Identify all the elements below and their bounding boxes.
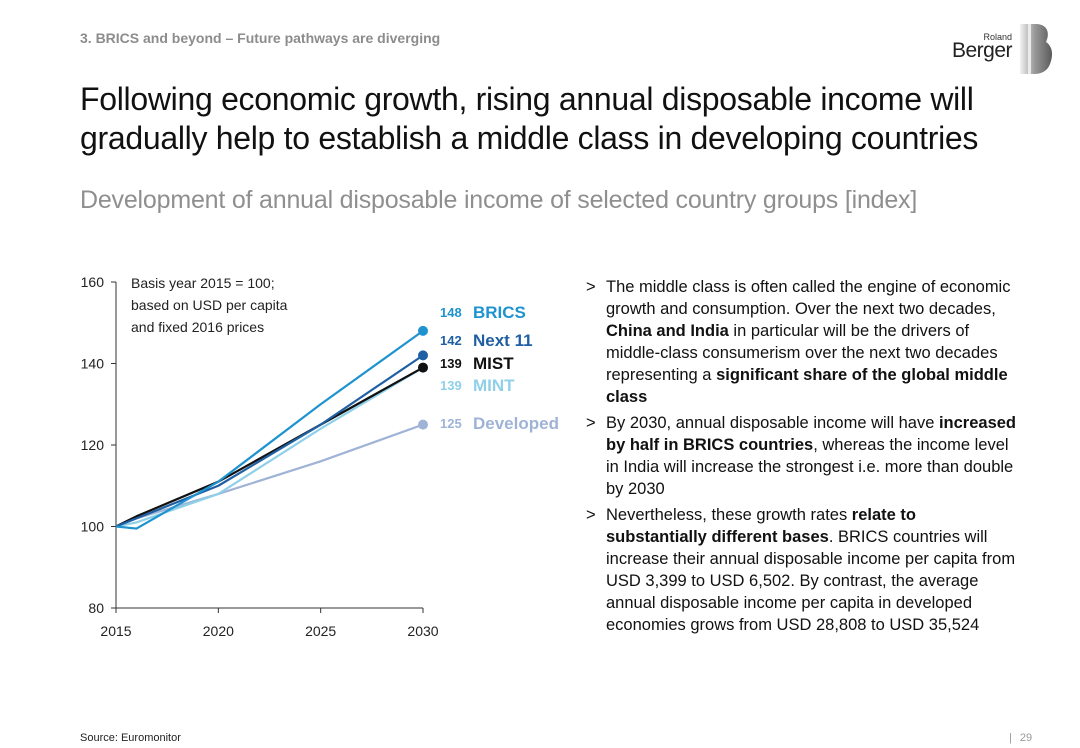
- bullet-marker: >: [586, 278, 596, 296]
- headline: Following economic growth, rising annual…: [80, 81, 979, 156]
- y-tick-label: 80: [88, 600, 104, 616]
- series-line-brics: [115, 330, 424, 530]
- page-number: 29: [1019, 732, 1033, 744]
- bullet-text-run: in particular will be the drivers of mid…: [606, 322, 998, 384]
- chart-note-line: Basis year 2015 = 100;: [131, 275, 275, 291]
- x-tick-label: 2015: [100, 623, 131, 639]
- logo-text-berger: Berger: [951, 39, 1013, 62]
- legend-label-mist: MIST: [473, 354, 514, 373]
- bullet-emphasis: relate to substantially different bases: [606, 506, 916, 546]
- bullet-text-run: Nevertheless, these growth rates: [606, 506, 852, 524]
- legend-label-mint: MINT: [473, 376, 515, 395]
- bullet-text: By 2030, annual disposable income will h…: [606, 414, 1016, 498]
- bullet-text-run: The middle class is often called the eng…: [606, 278, 1011, 318]
- logo-b-icon: [1020, 24, 1053, 74]
- series-end-dot-developed: [418, 419, 428, 430]
- page-number-area: | 29: [1009, 732, 1032, 744]
- page-divider: |: [1009, 732, 1012, 744]
- y-tick-label: 120: [81, 437, 105, 453]
- series-line-next-11: [115, 354, 424, 528]
- bullet-marker: >: [586, 506, 596, 524]
- source-note: Source: Euromonitor: [80, 732, 181, 744]
- bullet-emphasis: China and India: [606, 322, 729, 340]
- bullet-item: > Nevertheless, these growth rates relate…: [586, 504, 1016, 636]
- bullet-marker: >: [586, 414, 596, 432]
- series-line-mint: [115, 366, 424, 528]
- data-label-brics: 148: [440, 305, 462, 320]
- legend-label-brics: BRICS: [473, 303, 526, 322]
- bullet-text: Nevertheless, these growth rates relate …: [606, 506, 1015, 634]
- data-label-next-11: 142: [440, 333, 462, 348]
- bullet-emphasis: significant share of the global middle c…: [606, 366, 1008, 406]
- bullet-list: > The middle class is often called the en…: [586, 276, 1016, 640]
- series-line-mist: [115, 366, 424, 528]
- data-label-mint: 139: [440, 378, 462, 393]
- x-tick-label: 2020: [203, 623, 234, 639]
- series-end-dot-brics: [418, 325, 428, 336]
- data-label-developed: 125: [440, 416, 462, 431]
- y-tick-label: 140: [81, 356, 105, 372]
- chart-subtitle: Development of annual disposable income …: [80, 186, 918, 214]
- bullet-emphasis: increased by half in BRICS countries: [606, 414, 1017, 454]
- logo-text-roland: Roland: [983, 32, 1012, 42]
- bullet-text-run: . BRICS countries will increase their an…: [606, 528, 1016, 634]
- series-end-dot-next-11: [418, 350, 428, 361]
- chart-note-line: based on USD per capita: [131, 297, 288, 313]
- x-tick-label: 2025: [305, 623, 336, 639]
- bullet-item: > By 2030, annual disposable income will …: [586, 412, 1016, 500]
- series-end-dot-mist: [418, 362, 428, 373]
- y-tick-label: 160: [81, 274, 105, 290]
- x-tick-label: 2030: [407, 623, 438, 639]
- legend-label-next-11: Next 11: [473, 331, 533, 350]
- y-tick-label: 100: [81, 519, 105, 535]
- data-label-mist: 139: [440, 356, 462, 371]
- company-logo: Roland Berger: [946, 22, 1056, 76]
- line-chart: 80 100 120 140 160 2015 2020 2025 2030 Basis year…: [81, 274, 559, 639]
- chart-note-line: and fixed 2016 prices: [131, 319, 264, 335]
- bullet-item: > The middle class is often called the en…: [586, 276, 1016, 408]
- bullet-text-run: , whereas the income level in India will…: [606, 436, 1014, 498]
- section-header: 3. BRICS and beyond – Future pathways ar…: [80, 30, 441, 46]
- series-line-developed: [115, 423, 424, 528]
- legend-label-developed: Developed: [473, 414, 559, 433]
- bullet-text-run: By 2030, annual disposable income will h…: [606, 414, 939, 432]
- bullet-text: The middle class is often called the eng…: [606, 278, 1010, 406]
